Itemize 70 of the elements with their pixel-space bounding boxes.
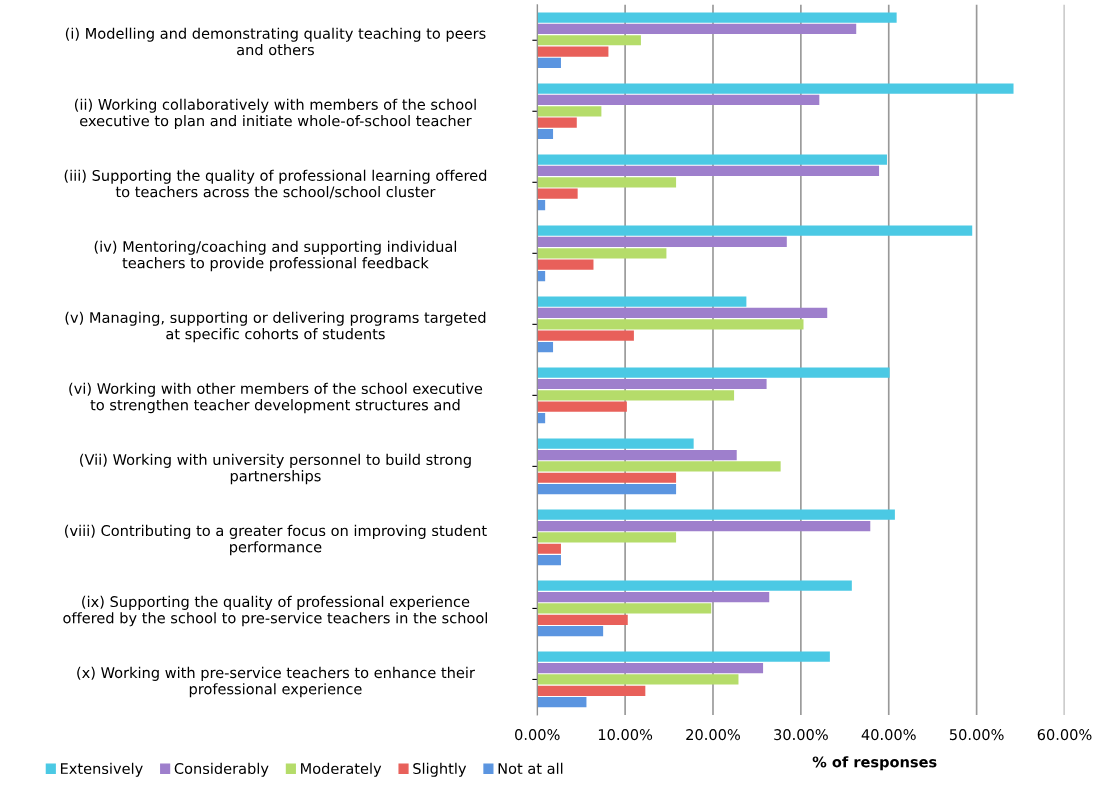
bar	[537, 23, 857, 34]
bar	[537, 532, 677, 543]
bar	[537, 662, 764, 674]
bar	[537, 117, 577, 128]
bar	[537, 319, 804, 330]
bar	[537, 259, 594, 270]
bar	[537, 390, 735, 401]
bar	[537, 438, 694, 449]
bar	[537, 225, 973, 236]
legend-label: Moderately	[301, 762, 382, 777]
bar	[537, 35, 641, 46]
bar	[537, 591, 770, 603]
bar	[537, 674, 739, 685]
bar	[537, 555, 561, 566]
bar	[537, 236, 787, 248]
bar	[537, 12, 897, 23]
bar	[537, 603, 712, 614]
bar	[537, 367, 890, 378]
y-tick-label: (iii) Supporting the quality of professional learning offered to teachers across the school/school cluster	[64, 169, 487, 199]
bar	[537, 165, 880, 177]
bar	[537, 401, 627, 412]
bar	[537, 697, 587, 708]
bar	[537, 296, 747, 307]
y-tick-label: (iv) Mentoring/coaching and supporting individual teachers to provide professional feedback	[94, 240, 457, 272]
legend-label: Extensively	[60, 762, 143, 777]
x-tick-label: 30.00%	[774, 729, 828, 741]
bar	[537, 509, 895, 520]
bar	[537, 307, 828, 319]
bar	[537, 580, 852, 591]
legend-label: Slightly	[413, 762, 467, 777]
x-tick-label: 50.00%	[949, 729, 1004, 741]
bar	[537, 94, 820, 106]
bar	[537, 177, 677, 188]
bar	[537, 248, 667, 259]
bar	[537, 128, 554, 140]
x-tick-label: 40.00%	[861, 729, 916, 741]
bar	[537, 154, 887, 165]
bar	[537, 543, 561, 554]
bar	[537, 520, 871, 532]
y-tick-label: (i) Modelling and demonstrating quality teaching to peers and others	[65, 27, 486, 56]
legend-label: Not at all	[498, 762, 563, 775]
bar	[537, 341, 554, 353]
y-tick-label: (ix) Supporting the quality of professional experience offered by the school to pre-service teachers in the school	[63, 595, 487, 627]
legend-label: Considerably	[174, 762, 269, 777]
bar	[537, 626, 604, 637]
bar	[537, 472, 677, 483]
y-tick-label: (x) Working with pre-service teachers to enhance their professional experience	[77, 666, 475, 698]
bar	[537, 378, 767, 390]
y-tick-label: (Vii) Working with university personnel to build strong partnerships	[80, 453, 471, 485]
bar	[537, 106, 602, 117]
bar	[537, 46, 609, 57]
x-tick-label: 20.00%	[686, 729, 740, 741]
bar	[537, 330, 634, 341]
x-tick-label: 10.00%	[598, 729, 653, 741]
bar	[537, 614, 628, 625]
bar	[537, 83, 1014, 94]
bar	[537, 461, 781, 472]
y-tick-label: (v) Managing, supporting or delivering programs targeted at specific cohorts of students	[65, 311, 486, 343]
bar	[537, 651, 830, 662]
x-tick-label: 0.00%	[515, 729, 560, 741]
bar	[537, 188, 578, 199]
x-axis-title: % of responses	[812, 756, 937, 771]
bar	[537, 483, 677, 495]
x-tick-label: 60.00%	[1037, 729, 1092, 741]
bar	[537, 685, 646, 696]
y-tick-label: (vi) Working with other members of the school executive to strengthen teacher development structures and	[69, 382, 483, 414]
bar	[537, 449, 737, 461]
y-tick-label: (ii) Working collaboratively with members of the school executive to plan and initiate whole-of-school teacher	[74, 98, 476, 130]
y-tick-label: (viii) Contributing to a greater focus on improving student performance	[65, 524, 487, 556]
bar	[537, 57, 561, 69]
